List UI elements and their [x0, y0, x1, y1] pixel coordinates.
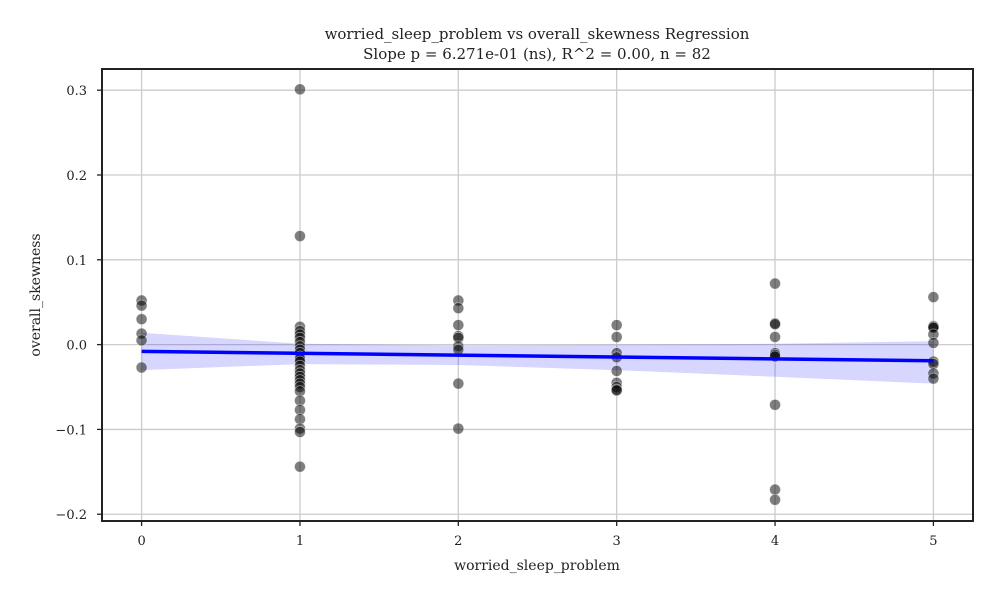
data-point: [927, 337, 940, 349]
x-tick-label: 5: [929, 534, 937, 549]
data-point: [452, 422, 465, 435]
y-tick-label: 0.0: [66, 339, 87, 354]
data-point: [769, 318, 781, 331]
data-point: [610, 365, 623, 377]
data-point: [452, 319, 465, 331]
confidence-band-layer: [141, 332, 934, 384]
data-point: [927, 372, 940, 385]
x-tick-label: 1: [296, 534, 304, 549]
y-tick-label: 0.3: [66, 84, 87, 99]
data-point: [927, 291, 940, 303]
y-tick-label: 0.2: [66, 169, 87, 184]
data-point: [452, 377, 465, 390]
data-point: [769, 483, 781, 496]
data-point: [610, 319, 623, 331]
data-point: [610, 331, 623, 343]
data-point: [135, 334, 148, 347]
x-tick-label: 4: [771, 534, 779, 549]
x-tick-label: 0: [137, 534, 145, 549]
regression-line-layer: [141, 349, 934, 363]
data-point: [769, 331, 781, 343]
data-point: [135, 313, 148, 325]
chart-subtitle: Slope p = 6.271e-01 (ns), R^2 = 0.00, n …: [363, 45, 711, 63]
data-point: [452, 302, 465, 314]
data-point: [135, 299, 148, 312]
x-tick-label: 2: [454, 534, 462, 549]
data-point: [769, 493, 781, 506]
data-point: [294, 460, 306, 473]
y-tick-label: −0.1: [55, 423, 87, 438]
data-point: [769, 399, 781, 411]
data-point: [294, 83, 306, 96]
data-point: [135, 361, 148, 374]
x-tick-label: 3: [613, 534, 621, 549]
regression-line: [141, 349, 934, 363]
plot-frame: [101, 68, 974, 522]
data-point: [769, 277, 781, 290]
chart-title: worried_sleep_problem vs overall_skewnes…: [325, 25, 750, 43]
y-tick-label: 0.1: [66, 254, 87, 269]
data-point: [294, 230, 306, 242]
grid-lines: [102, 69, 973, 521]
data-point: [610, 384, 623, 397]
y-axis-label: overall_skewness: [28, 233, 44, 356]
confidence-band: [141, 332, 934, 384]
x-axis-label: worried_sleep_problem: [454, 558, 620, 574]
y-tick-label: −0.2: [55, 508, 87, 523]
data-point: [294, 426, 306, 438]
scatter-points: [135, 83, 940, 506]
axes: 0 1 2 3 4 5 −0.2 −0.1 0.0 0.1 0.2 0.3: [55, 68, 974, 549]
